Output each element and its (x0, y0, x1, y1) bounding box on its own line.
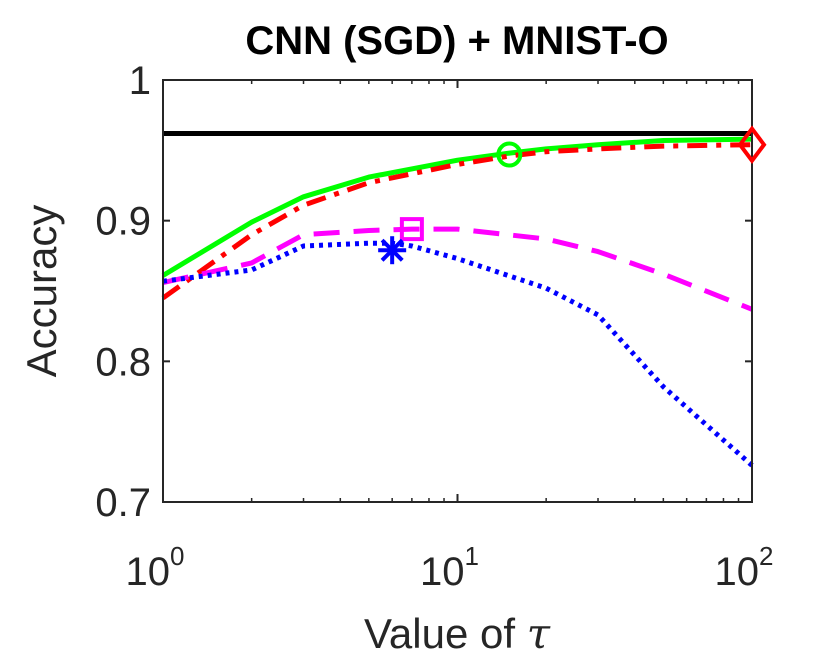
y-ticks: 0.7 0.8 0.9 1 (95, 59, 752, 525)
y-tick-label: 0.8 (95, 340, 151, 384)
x-tick-base: 10 (420, 550, 465, 594)
series-line-magenta-dashed (162, 226, 753, 312)
chart-title: CNN (SGD) + MNIST-O (245, 19, 668, 63)
x-tick-exponent: 0 (170, 541, 184, 571)
y-tick-label: 0.7 (95, 481, 151, 525)
series-line-red-dashdot (161, 142, 753, 301)
x-tick-exponent: 2 (759, 541, 773, 571)
x-tick-label: 102 (715, 541, 774, 594)
x-axis-label-text: Value of (364, 610, 527, 657)
tau-symbol: τ (527, 609, 551, 658)
y-axis-label: Accuracy (18, 205, 65, 378)
series-line-green-solid (161, 136, 753, 278)
marker-diamond (737, 125, 767, 165)
series-line-blue-dotted (162, 240, 754, 468)
y-tick-label: 0.9 (95, 200, 151, 244)
x-axis-label: Value of τ (364, 609, 551, 658)
y-tick-label: 1 (129, 59, 151, 103)
marker-asterisk-stroke (380, 238, 404, 262)
x-tick-exponent: 1 (465, 541, 479, 571)
series-markers (378, 125, 767, 265)
x-ticks: 100 101 102 (126, 80, 774, 594)
marker-circle (496, 141, 523, 168)
x-tick-base: 10 (126, 550, 171, 594)
axes-box (162, 79, 753, 503)
marker-square (399, 217, 424, 242)
x-tick-base: 10 (715, 550, 760, 594)
marker-asterisk (378, 236, 407, 265)
x-tick-label: 100 (126, 541, 185, 594)
plot-area (161, 131, 754, 468)
x-tick-label: 101 (420, 541, 479, 594)
